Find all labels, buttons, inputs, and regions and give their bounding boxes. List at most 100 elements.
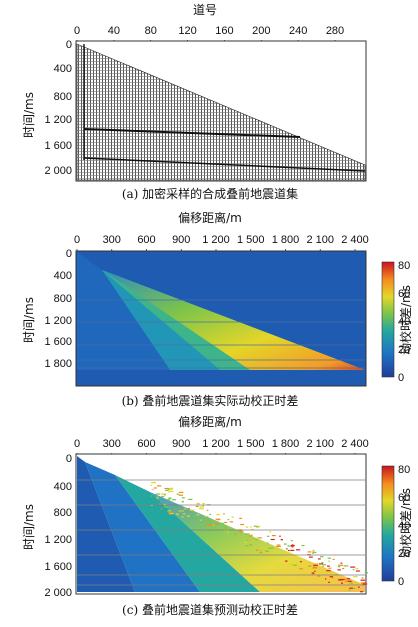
prediction-speckle	[271, 535, 276, 537]
prediction-speckle	[250, 534, 253, 536]
panel-c-yticks: 0 400 800 1 200 1 600 2 000	[44, 453, 72, 599]
prediction-speckle	[267, 542, 269, 544]
prediction-speckle	[224, 527, 227, 529]
prediction-speckle	[300, 561, 302, 563]
panel-b: 偏移距离/m 0 300 600 900 1 200 1 500 1 800 2 100 2 4…	[22, 210, 413, 408]
prediction-speckle	[186, 515, 190, 517]
y-tick-label: 1 600	[44, 140, 72, 152]
prediction-speckle	[156, 497, 159, 499]
prediction-speckle	[286, 548, 288, 550]
prediction-speckle	[180, 510, 182, 512]
x-tick-label: 600	[137, 438, 155, 450]
prediction-speckle	[348, 589, 351, 591]
prediction-speckle	[182, 500, 184, 502]
prediction-speckle	[263, 541, 266, 543]
panel-b-ylabel: 时间/ms	[22, 297, 36, 343]
prediction-speckle	[291, 544, 294, 546]
prediction-speckle	[156, 495, 159, 497]
prediction-speckle	[253, 525, 258, 527]
prediction-speckle	[176, 493, 180, 495]
panel-b-colorbar	[381, 261, 395, 378]
colorbar-tick-label: 60	[398, 492, 410, 504]
prediction-speckle	[160, 508, 163, 510]
prediction-speckle	[327, 565, 330, 567]
prediction-speckle	[166, 499, 171, 501]
x-tick-label: 40	[108, 25, 120, 37]
prediction-speckle	[161, 495, 165, 498]
prediction-speckle	[213, 523, 218, 525]
prediction-speckle	[246, 539, 248, 541]
prediction-speckle	[356, 581, 358, 583]
prediction-speckle	[266, 552, 269, 554]
prediction-speckle	[150, 504, 153, 506]
prediction-speckle	[181, 516, 184, 518]
y-tick-label: 1 200	[44, 315, 72, 327]
prediction-speckle	[245, 545, 249, 547]
panel-c: 偏移距离/m 0 300 600 900 1 200 1 500 1 800 2 100 2 4…	[22, 414, 413, 617]
panel-a-xlabel: 道号	[193, 3, 217, 17]
prediction-speckle	[202, 503, 205, 505]
prediction-speckle	[322, 565, 324, 567]
prediction-speckle	[224, 521, 228, 524]
panel-b-xticks: 0 300 600 900 1 200 1 500 1 800 2 100 2 400	[74, 234, 369, 253]
colorbar-tick-label: 0	[398, 576, 404, 588]
prediction-speckle	[150, 484, 153, 486]
prediction-speckle	[307, 551, 312, 553]
prediction-speckle	[170, 487, 173, 489]
prediction-speckle	[245, 533, 250, 535]
x-tick-label: 900	[172, 438, 190, 450]
prediction-speckle	[308, 565, 312, 567]
prediction-speckle	[314, 563, 319, 565]
prediction-speckle	[352, 569, 355, 571]
panel-a: 道号 0 40 80 120 160 200 240 280 0 400 800 1 200 1 60…	[22, 3, 367, 201]
prediction-speckle	[229, 521, 234, 523]
prediction-speckle	[220, 522, 224, 524]
colorbar-tick-label: 80	[398, 260, 410, 272]
prediction-speckle	[360, 579, 366, 581]
prediction-speckle	[338, 564, 343, 566]
prediction-speckle	[202, 505, 204, 507]
prediction-speckle	[255, 539, 258, 541]
prediction-speckle	[251, 528, 254, 531]
prediction-speckle	[355, 570, 360, 572]
panel-c-colorbar	[381, 465, 395, 582]
prediction-speckle	[328, 581, 330, 583]
prediction-speckle	[319, 563, 324, 565]
y-tick-label: 1 200	[44, 114, 72, 126]
prediction-speckle	[178, 494, 183, 496]
prediction-speckle	[212, 524, 215, 526]
panel-b-yticks: 0 400 800 1 200 1 600 1 800	[44, 248, 72, 370]
y-tick-label: 400	[54, 481, 72, 493]
colorbar-tick-label: 40	[398, 520, 410, 532]
prediction-speckle	[159, 503, 161, 505]
prediction-speckle	[347, 580, 352, 582]
prediction-speckle	[289, 564, 293, 566]
prediction-speckle	[199, 519, 202, 521]
prediction-speckle	[350, 566, 356, 568]
prediction-speckle	[168, 497, 172, 499]
prediction-speckle	[299, 568, 303, 570]
panel-a-reflectors	[83, 44, 366, 172]
prediction-speckle	[155, 493, 161, 495]
prediction-speckle	[326, 570, 331, 572]
prediction-speckle	[295, 549, 301, 551]
prediction-speckle	[193, 511, 195, 513]
prediction-speckle	[208, 519, 211, 521]
prediction-speckle	[209, 519, 214, 522]
prediction-speckle	[258, 537, 262, 539]
prediction-speckle	[168, 510, 171, 512]
prediction-speckle	[318, 558, 321, 560]
prediction-speckle	[234, 533, 237, 535]
prediction-speckle	[163, 494, 166, 496]
prediction-speckle	[188, 507, 191, 509]
x-tick-label: 600	[137, 234, 155, 246]
prediction-speckle	[279, 535, 281, 537]
prediction-speckle	[315, 567, 318, 569]
panel-a-yticks: 0 400 800 1 200 1 600 2 000	[44, 39, 72, 177]
x-tick-label: 2 100	[306, 438, 334, 450]
prediction-speckle	[313, 566, 316, 568]
prediction-speckle	[201, 526, 206, 528]
x-tick-label: 240	[289, 25, 307, 37]
x-tick-label: 0	[74, 438, 80, 450]
prediction-speckle	[168, 511, 173, 514]
